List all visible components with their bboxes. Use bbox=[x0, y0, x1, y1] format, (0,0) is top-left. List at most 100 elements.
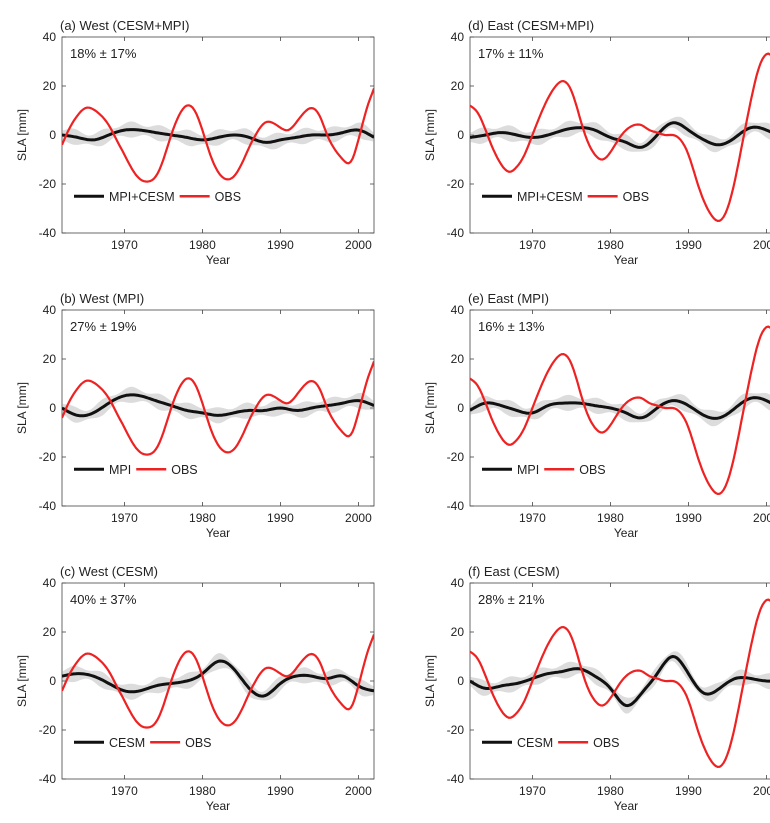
chart-panel-4: (e) East (MPI) -40 -20 0 20 40 1970 1980 1990 200… bbox=[423, 291, 770, 540]
plot-lines bbox=[470, 52, 770, 222]
chart-panel-5: (c) West (CESM) -40 -20 0 20 40 1970 1980 1990 20… bbox=[15, 564, 375, 813]
model-series-line bbox=[470, 396, 770, 420]
y-tick-label: -40 bbox=[447, 226, 465, 240]
y-tick-label: -40 bbox=[39, 499, 57, 513]
y-axis-label: SLA [mm] bbox=[423, 382, 437, 434]
panel-title: (e) East (MPI) bbox=[468, 291, 549, 306]
legend-model-label: MPI+CESM bbox=[517, 190, 583, 204]
y-tick-label: -20 bbox=[447, 177, 465, 191]
plot-area bbox=[469, 309, 770, 507]
chart-panel-2: (d) East (CESM+MPI) -40 -20 0 20 40 1970 1980 19… bbox=[423, 18, 770, 267]
y-tick-label: 0 bbox=[457, 674, 464, 688]
x-axis-label: Year bbox=[206, 253, 230, 267]
correlation-annotation: 27% ± 19% bbox=[70, 319, 137, 334]
y-tick-label: 40 bbox=[451, 30, 465, 44]
y-axis-label: SLA [mm] bbox=[15, 382, 29, 434]
y-tick-label: -20 bbox=[39, 177, 57, 191]
correlation-annotation: 17% ± 11% bbox=[478, 46, 544, 61]
x-tick-label: 2000 bbox=[753, 784, 770, 798]
correlation-annotation: 40% ± 37% bbox=[70, 592, 137, 607]
x-tick-label: 1990 bbox=[675, 784, 702, 798]
legend-obs-label: OBS bbox=[171, 463, 197, 477]
x-tick-label: 1980 bbox=[189, 784, 216, 798]
correlation-annotation: 16% ± 13% bbox=[478, 319, 545, 334]
x-tick-label: 1990 bbox=[675, 511, 702, 525]
y-tick-label: 20 bbox=[451, 625, 465, 639]
y-tick-label: 20 bbox=[451, 79, 465, 93]
model-series-line bbox=[62, 393, 374, 418]
y-tick-label: -40 bbox=[39, 226, 57, 240]
chart-panel-3: (b) West (MPI) -40 -20 0 20 40 1970 1980 1990 200… bbox=[15, 291, 375, 540]
y-tick-label: 20 bbox=[43, 625, 57, 639]
x-tick-label: 2000 bbox=[345, 238, 372, 252]
y-axis-label: SLA [mm] bbox=[423, 109, 437, 161]
x-tick-label: 2000 bbox=[753, 238, 770, 252]
ensemble-spread-band bbox=[62, 121, 374, 150]
y-tick-label: -40 bbox=[39, 772, 57, 786]
y-tick-label: 0 bbox=[49, 674, 56, 688]
y-tick-label: 0 bbox=[457, 128, 464, 142]
legend-obs-label: OBS bbox=[185, 736, 211, 750]
legend-obs-label: OBS bbox=[623, 190, 649, 204]
y-tick-label: 0 bbox=[457, 401, 464, 415]
obs-series-line bbox=[62, 361, 374, 456]
x-axis-label: Year bbox=[614, 253, 638, 267]
plot-lines bbox=[470, 598, 770, 768]
x-axis-label: Year bbox=[206, 799, 230, 813]
x-tick-label: 1970 bbox=[111, 238, 138, 252]
x-tick-label: 2000 bbox=[345, 784, 372, 798]
x-axis-label: Year bbox=[614, 526, 638, 540]
y-tick-label: 0 bbox=[49, 128, 56, 142]
ensemble-spread-band bbox=[62, 653, 374, 701]
x-tick-label: 1990 bbox=[267, 511, 294, 525]
x-tick-label: 1990 bbox=[267, 784, 294, 798]
y-axis-label: SLA [mm] bbox=[15, 655, 29, 707]
x-axis-label: Year bbox=[206, 526, 230, 540]
x-axis-label: Year bbox=[614, 799, 638, 813]
obs-series-line bbox=[62, 634, 374, 729]
y-axis-label: SLA [mm] bbox=[15, 109, 29, 161]
plot-lines bbox=[62, 634, 374, 729]
panel-title: (c) West (CESM) bbox=[60, 564, 158, 579]
y-tick-label: 40 bbox=[43, 303, 57, 317]
x-tick-label: 1970 bbox=[519, 238, 546, 252]
x-tick-label: 1970 bbox=[519, 784, 546, 798]
y-tick-label: 20 bbox=[43, 79, 57, 93]
legend-model-label: MPI+CESM bbox=[109, 190, 175, 204]
x-tick-label: 1980 bbox=[597, 511, 624, 525]
legend-model-label: MPI bbox=[109, 463, 131, 477]
obs-series-line bbox=[470, 598, 770, 768]
obs-series-line bbox=[62, 88, 374, 183]
x-tick-label: 1980 bbox=[189, 238, 216, 252]
y-tick-label: -20 bbox=[447, 723, 465, 737]
x-tick-label: 1980 bbox=[597, 784, 624, 798]
legend-model-label: MPI bbox=[517, 463, 539, 477]
y-tick-label: -40 bbox=[447, 772, 465, 786]
x-tick-label: 1970 bbox=[111, 784, 138, 798]
legend-obs-label: OBS bbox=[215, 190, 241, 204]
plot-lines bbox=[470, 325, 770, 495]
panel-title: (f) East (CESM) bbox=[468, 564, 560, 579]
x-tick-label: 1980 bbox=[597, 238, 624, 252]
y-tick-label: 40 bbox=[451, 576, 465, 590]
y-tick-label: -20 bbox=[447, 450, 465, 464]
chart-panel-1: (a) West (CESM+MPI) -40 -20 0 20 40 1970 1980 19… bbox=[15, 18, 375, 267]
panel-title: (b) West (MPI) bbox=[60, 291, 144, 306]
legend-model-label: CESM bbox=[109, 736, 145, 750]
x-tick-label: 2000 bbox=[345, 511, 372, 525]
x-tick-label: 2000 bbox=[753, 511, 770, 525]
model-series-line bbox=[470, 121, 770, 149]
legend-obs-label: OBS bbox=[579, 463, 605, 477]
y-tick-label: 0 bbox=[49, 401, 56, 415]
x-tick-label: 1990 bbox=[267, 238, 294, 252]
model-series-line bbox=[470, 655, 770, 708]
legend-model-label: CESM bbox=[517, 736, 553, 750]
x-tick-label: 1970 bbox=[111, 511, 138, 525]
panel-title: (d) East (CESM+MPI) bbox=[468, 18, 594, 33]
y-tick-label: 40 bbox=[43, 576, 57, 590]
y-tick-label: -40 bbox=[447, 499, 465, 513]
obs-series-line bbox=[470, 52, 770, 222]
y-tick-label: 40 bbox=[43, 30, 57, 44]
chart-panel-6: (f) East (CESM) -40 -20 0 20 40 1970 1980 1990 20… bbox=[423, 564, 770, 813]
